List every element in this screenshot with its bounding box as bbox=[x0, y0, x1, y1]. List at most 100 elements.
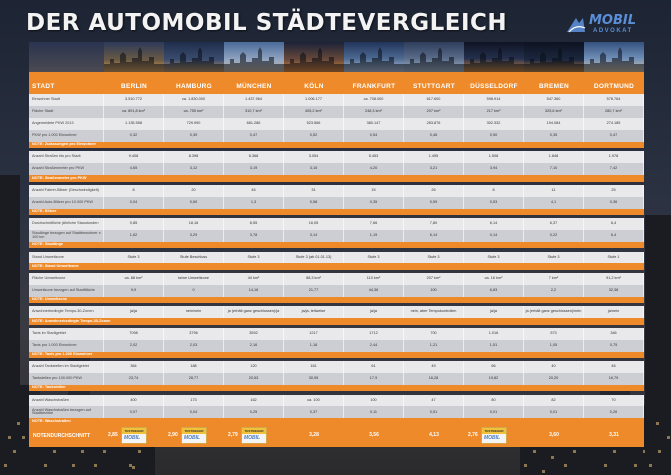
cell-frankfurt: 380.147 bbox=[344, 117, 404, 130]
cell-munchen: 6.368 bbox=[224, 151, 284, 164]
cell-hamburg: 0,04 bbox=[164, 406, 224, 419]
section-note: NOTE: Zulassungen pro Einwohner bbox=[29, 141, 644, 149]
cell-stuttgart: 100 bbox=[404, 284, 464, 297]
city-photo bbox=[344, 42, 404, 72]
cell-dortmund: 0,26 bbox=[584, 406, 644, 419]
table-body: Einwohner Stadt 3.510.772 ca. 1.830.000 1.4… bbox=[29, 94, 644, 425]
section-note-row: NOTE: Blitzer bbox=[29, 208, 644, 215]
cell-hamburg: 2,03 bbox=[164, 339, 224, 352]
table-row: Angemeldete PKW 2013 1.135.558 729.990 681.… bbox=[29, 117, 644, 130]
cell-frankfurt: ja/ja bbox=[344, 306, 404, 319]
cell-dusseldorf: Stufe 3 bbox=[464, 251, 524, 264]
cell-dusseldorf: 3,94 bbox=[464, 163, 524, 176]
award-badge-icon: TESTSIEGER MOBIL bbox=[481, 427, 507, 444]
cell-dortmund: 280,7 km² bbox=[584, 105, 644, 118]
cell-dusseldorf: 6,14 bbox=[464, 218, 524, 231]
table-row: Taxis im Stadtgebiet 7098 3796 3592 1217 1712… bbox=[29, 327, 644, 340]
badge-top: TESTSIEGER bbox=[122, 428, 146, 434]
row-label: Angemeldete PKW 2013 bbox=[29, 117, 104, 130]
row-label: Durchschnittliche jährliche Staustunden bbox=[29, 218, 104, 231]
cell-munchen: 681.286 bbox=[224, 117, 284, 130]
summary-cell-munchen: 2,79 TESTSIEGER MOBIL bbox=[224, 425, 284, 447]
cell-dortmund: 0,75 bbox=[584, 339, 644, 352]
table-row: Fläche Stadt ca. 891,8 km² ca. 755 km² 310,… bbox=[29, 105, 644, 118]
badge-top: TESTSIEGER bbox=[482, 428, 506, 434]
average-score: 3,31 bbox=[609, 432, 619, 438]
cell-hamburg: 729.990 bbox=[164, 117, 224, 130]
cell-munchen: 310,7 km² bbox=[224, 105, 284, 118]
summary-cell-bremen: 3,60 bbox=[524, 425, 584, 447]
section-note-row: NOTE: Straßenmeter pro PKW bbox=[29, 175, 644, 182]
cell-stuttgart: 1,21 bbox=[404, 339, 464, 352]
cell-stuttgart: 3,21 bbox=[404, 163, 464, 176]
section-note-row: NOTE: Staulänge bbox=[29, 242, 644, 249]
badge-top: TESTSIEGER bbox=[182, 428, 206, 434]
cell-koln: 1,18 bbox=[284, 339, 344, 352]
cell-dortmund: ja/nein bbox=[584, 306, 644, 319]
header-photo bbox=[29, 42, 104, 72]
row-label: Tankstellen pro 100.000 PKW bbox=[29, 373, 104, 386]
city-name: DÜSSELDORF bbox=[464, 72, 524, 94]
cell-frankfurt: 4,20 bbox=[344, 163, 404, 176]
cell-koln: 16,05 bbox=[284, 218, 344, 231]
row-label: Anzahl Tankstellen im Stadtgebiet bbox=[29, 361, 104, 374]
cell-berlin: Stufe 3 bbox=[104, 251, 164, 264]
section-note-row: NOTE: Umweltzone bbox=[29, 296, 644, 304]
logo-text: MOBIL bbox=[589, 13, 637, 28]
table-row: Durchschnittliche jährliche Staustunden 0… bbox=[29, 218, 644, 231]
comparison-table: STADT BERLIN HAMBURG MÜNCHEN KÖLN FRANKFURT ST… bbox=[29, 42, 644, 447]
table-row: Anzahl Fahrer-Blitzer (Geschwindigkeit) 8… bbox=[29, 184, 644, 197]
table-row: Taxis pro 1.000 Einwohner 2,02 2,03 2,16 1,1… bbox=[29, 339, 644, 352]
cell-frankfurt: ca. 708.000 bbox=[344, 94, 404, 106]
cell-dortmund: 6,4 bbox=[584, 230, 644, 243]
cell-bremen: 20,20 bbox=[524, 373, 584, 386]
cell-berlin: 364 bbox=[104, 361, 164, 374]
cell-koln: ca. 100 bbox=[284, 394, 344, 407]
cell-koln: 3,15 bbox=[284, 163, 344, 176]
table-row: Anzahl Waschstraßen 400 173 162 ca. 100 100 47… bbox=[29, 394, 644, 407]
row-label: PKW pro 1.000 Einwohner bbox=[29, 129, 104, 142]
cell-hamburg: 28,77 bbox=[164, 373, 224, 386]
table-row: Tankstellen pro 100.000 PKW 23,74 28,77 20,… bbox=[29, 373, 644, 386]
table-row: Einwohner Stadt 3.510.772 ca. 1.830.000 1.4… bbox=[29, 94, 644, 106]
cell-munchen: 1.437.964 bbox=[224, 94, 284, 106]
section-note-row: NOTE: Zulassungen pro Einwohner bbox=[29, 141, 644, 149]
cell-stuttgart: Stufe 3 bbox=[404, 251, 464, 264]
header-city-frankfurt: FRANKFURT bbox=[344, 42, 404, 94]
section-note: NOTE: Anwohnerbedingte Tempo-30-Zonen bbox=[29, 318, 644, 325]
table-row: Fläche Umweltzone ca. 88 km² keine Umweltz… bbox=[29, 272, 644, 285]
average-score: 3,56 bbox=[369, 432, 379, 438]
cell-stuttgart: 207 km² bbox=[404, 105, 464, 118]
header-city-dortmund: DORTMUND bbox=[584, 42, 644, 94]
cell-berlin: 23,74 bbox=[104, 373, 164, 386]
header-city-stuttgart: STUTTGART bbox=[404, 42, 464, 94]
section-note-row: NOTE: Taxis pro 1.000 Einwohner bbox=[29, 351, 644, 358]
row-label: Anzahl Straßenmeter pro PKW bbox=[29, 163, 104, 176]
cell-dortmund: 46 bbox=[584, 361, 644, 374]
cell-munchen: ja (erhält ganz geschlossen)/ja bbox=[224, 306, 284, 319]
cell-munchen: 46 bbox=[224, 184, 284, 197]
summary-cell-stuttgart: 4,13 bbox=[404, 425, 464, 447]
average-score: 4,13 bbox=[429, 432, 439, 438]
row-label: Fläche Umweltzone bbox=[29, 272, 104, 285]
city-name: BERLIN bbox=[104, 72, 164, 94]
city-photo bbox=[524, 42, 584, 72]
city-photo bbox=[584, 42, 644, 72]
cell-berlin: 7098 bbox=[104, 327, 164, 340]
cell-munchen: 1,3 bbox=[224, 196, 284, 209]
row-label: Umweltzone bezogen auf Stadtfläche bbox=[29, 284, 104, 297]
badge-brand: MOBIL bbox=[484, 435, 501, 441]
header-city-koln: KÖLN bbox=[284, 42, 344, 94]
badge-brand: MOBIL bbox=[184, 435, 201, 441]
cell-koln: 21,77 bbox=[284, 284, 344, 297]
cell-bremen: 0,22 bbox=[524, 230, 584, 243]
table-row: Anzahl Waschstraßen bezogen auf Stadtbez… bbox=[29, 406, 644, 419]
table-row: Anzahl Straßen bis pro Stadt 9.408 8.398 6.… bbox=[29, 151, 644, 164]
row-label: Anzahl Fahrer-Blitzer (Geschwindigkeit) bbox=[29, 184, 104, 197]
section-note-row: NOTE: Waschstraßen bbox=[29, 418, 644, 425]
cell-bremen: 547.360 bbox=[524, 94, 584, 106]
cell-dusseldorf: 0,53 bbox=[464, 196, 524, 209]
cell-koln: 30,95 bbox=[284, 373, 344, 386]
cell-dortmund: 274.185 bbox=[584, 117, 644, 130]
